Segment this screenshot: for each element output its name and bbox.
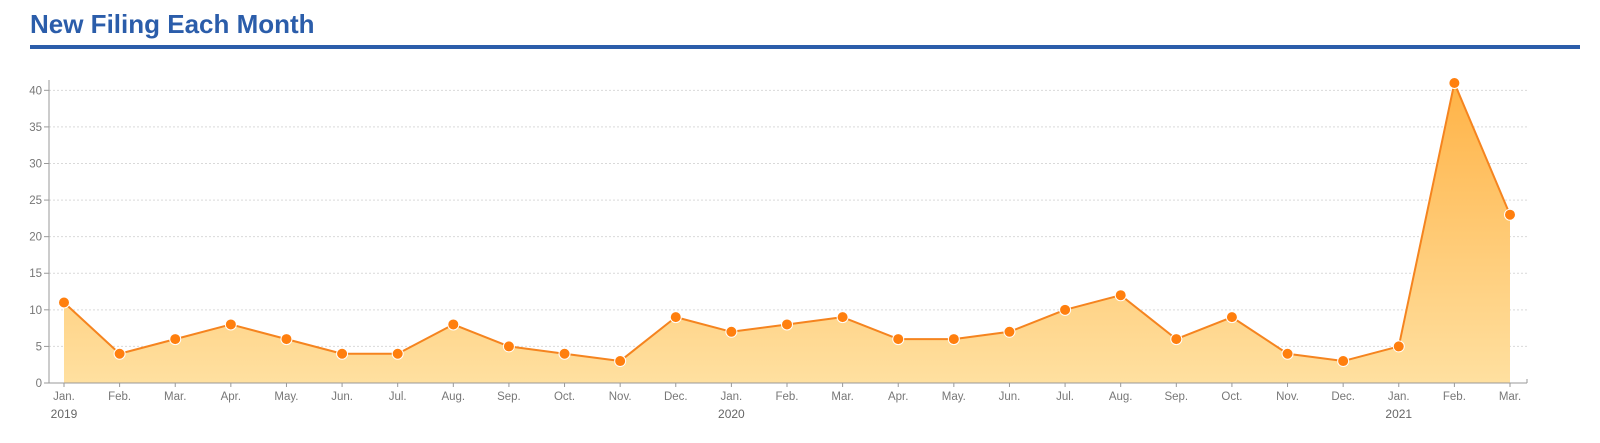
x-tick-label: Jan. [1388, 391, 1410, 403]
x-tick-label: Feb. [1443, 391, 1466, 403]
data-point [391, 347, 404, 360]
axes [44, 80, 1528, 387]
x-tick-label: Feb. [775, 391, 798, 403]
x-tick-label: Dec. [1331, 391, 1355, 403]
x-tick-label: Jan. [721, 391, 743, 403]
x-tick-label: Apr. [888, 391, 908, 403]
data-point [669, 311, 682, 324]
data-point [447, 318, 460, 331]
chart-header: New Filing Each Month [30, 0, 1580, 50]
data-point [1003, 325, 1016, 338]
data-point [725, 325, 738, 338]
x-tick-label: Mar. [831, 391, 853, 403]
x-tick-label: Nov. [609, 391, 632, 403]
y-tick-label: 20 [29, 232, 42, 244]
y-tick-label: 5 [36, 341, 42, 353]
data-point [614, 355, 627, 368]
grid-lines [49, 89, 1527, 347]
data-point [1504, 208, 1516, 221]
series-area [64, 83, 1510, 383]
x-tick-label: Sep. [497, 391, 521, 403]
x-tick-label: Feb. [108, 391, 131, 403]
x-tick-label: Oct. [1221, 391, 1242, 403]
data-point [502, 340, 515, 353]
x-tick-label: Jun. [999, 391, 1021, 403]
data-point [280, 333, 293, 346]
data-point [558, 347, 571, 360]
data-point [169, 333, 182, 346]
y-tick-label: 25 [29, 195, 42, 207]
x-tick-label: May. [942, 391, 966, 403]
data-points [58, 77, 1516, 368]
y-tick-label: 10 [29, 305, 42, 317]
x-tick-label: Oct. [554, 391, 575, 403]
y-tick-label: 0 [36, 378, 42, 390]
x-tick-label: Nov. [1276, 391, 1299, 403]
x-tick-label: Jan. [53, 391, 75, 403]
data-point [1170, 333, 1183, 346]
y-tick-label: 35 [29, 122, 42, 134]
y-tick-label: 15 [29, 268, 42, 280]
data-point [1448, 77, 1461, 89]
data-point [336, 347, 349, 360]
data-point [1059, 303, 1072, 316]
y-tick-label: 30 [29, 158, 42, 170]
title-underline [30, 45, 1580, 49]
x-tick-label: Mar. [164, 391, 186, 403]
x-tick-label: Mar. [1499, 391, 1521, 403]
x-tick-label: Jul. [1056, 391, 1074, 403]
x-tick-label: Aug. [441, 391, 465, 403]
area-fill-layer [64, 83, 1510, 383]
data-point [1281, 347, 1294, 360]
y-tick-labels: 0 5 10 15 20 25 30 35 40 [29, 85, 42, 390]
data-point [781, 318, 793, 331]
data-point [892, 333, 905, 346]
x-year-label: 2019 [51, 407, 78, 421]
data-point [836, 311, 849, 324]
data-point [224, 318, 237, 331]
x-year-label: 2021 [1385, 407, 1412, 421]
x-tick-label: Aug. [1109, 391, 1133, 403]
x-tick-label: May. [274, 391, 298, 403]
data-point [947, 333, 960, 346]
x-tick-label: Apr. [221, 391, 241, 403]
data-point [1114, 289, 1127, 302]
y-tick-label: 40 [29, 85, 42, 97]
data-point [1392, 340, 1405, 353]
data-point [1337, 355, 1350, 368]
x-tick-label: Jun. [331, 391, 353, 403]
x-year-label: 2020 [718, 407, 745, 421]
chart-title: New Filing Each Month [30, 9, 315, 39]
data-point [113, 347, 126, 360]
x-tick-label: Jul. [389, 391, 407, 403]
data-point [58, 296, 70, 309]
x-tick-label: Dec. [664, 391, 688, 403]
data-point [1225, 311, 1238, 324]
x-tick-labels: Jan. 2019 Feb. Mar. Apr. May. Jun. Jul. Aug. Sep.… [51, 391, 1522, 421]
x-tick-label: Sep. [1164, 391, 1188, 403]
